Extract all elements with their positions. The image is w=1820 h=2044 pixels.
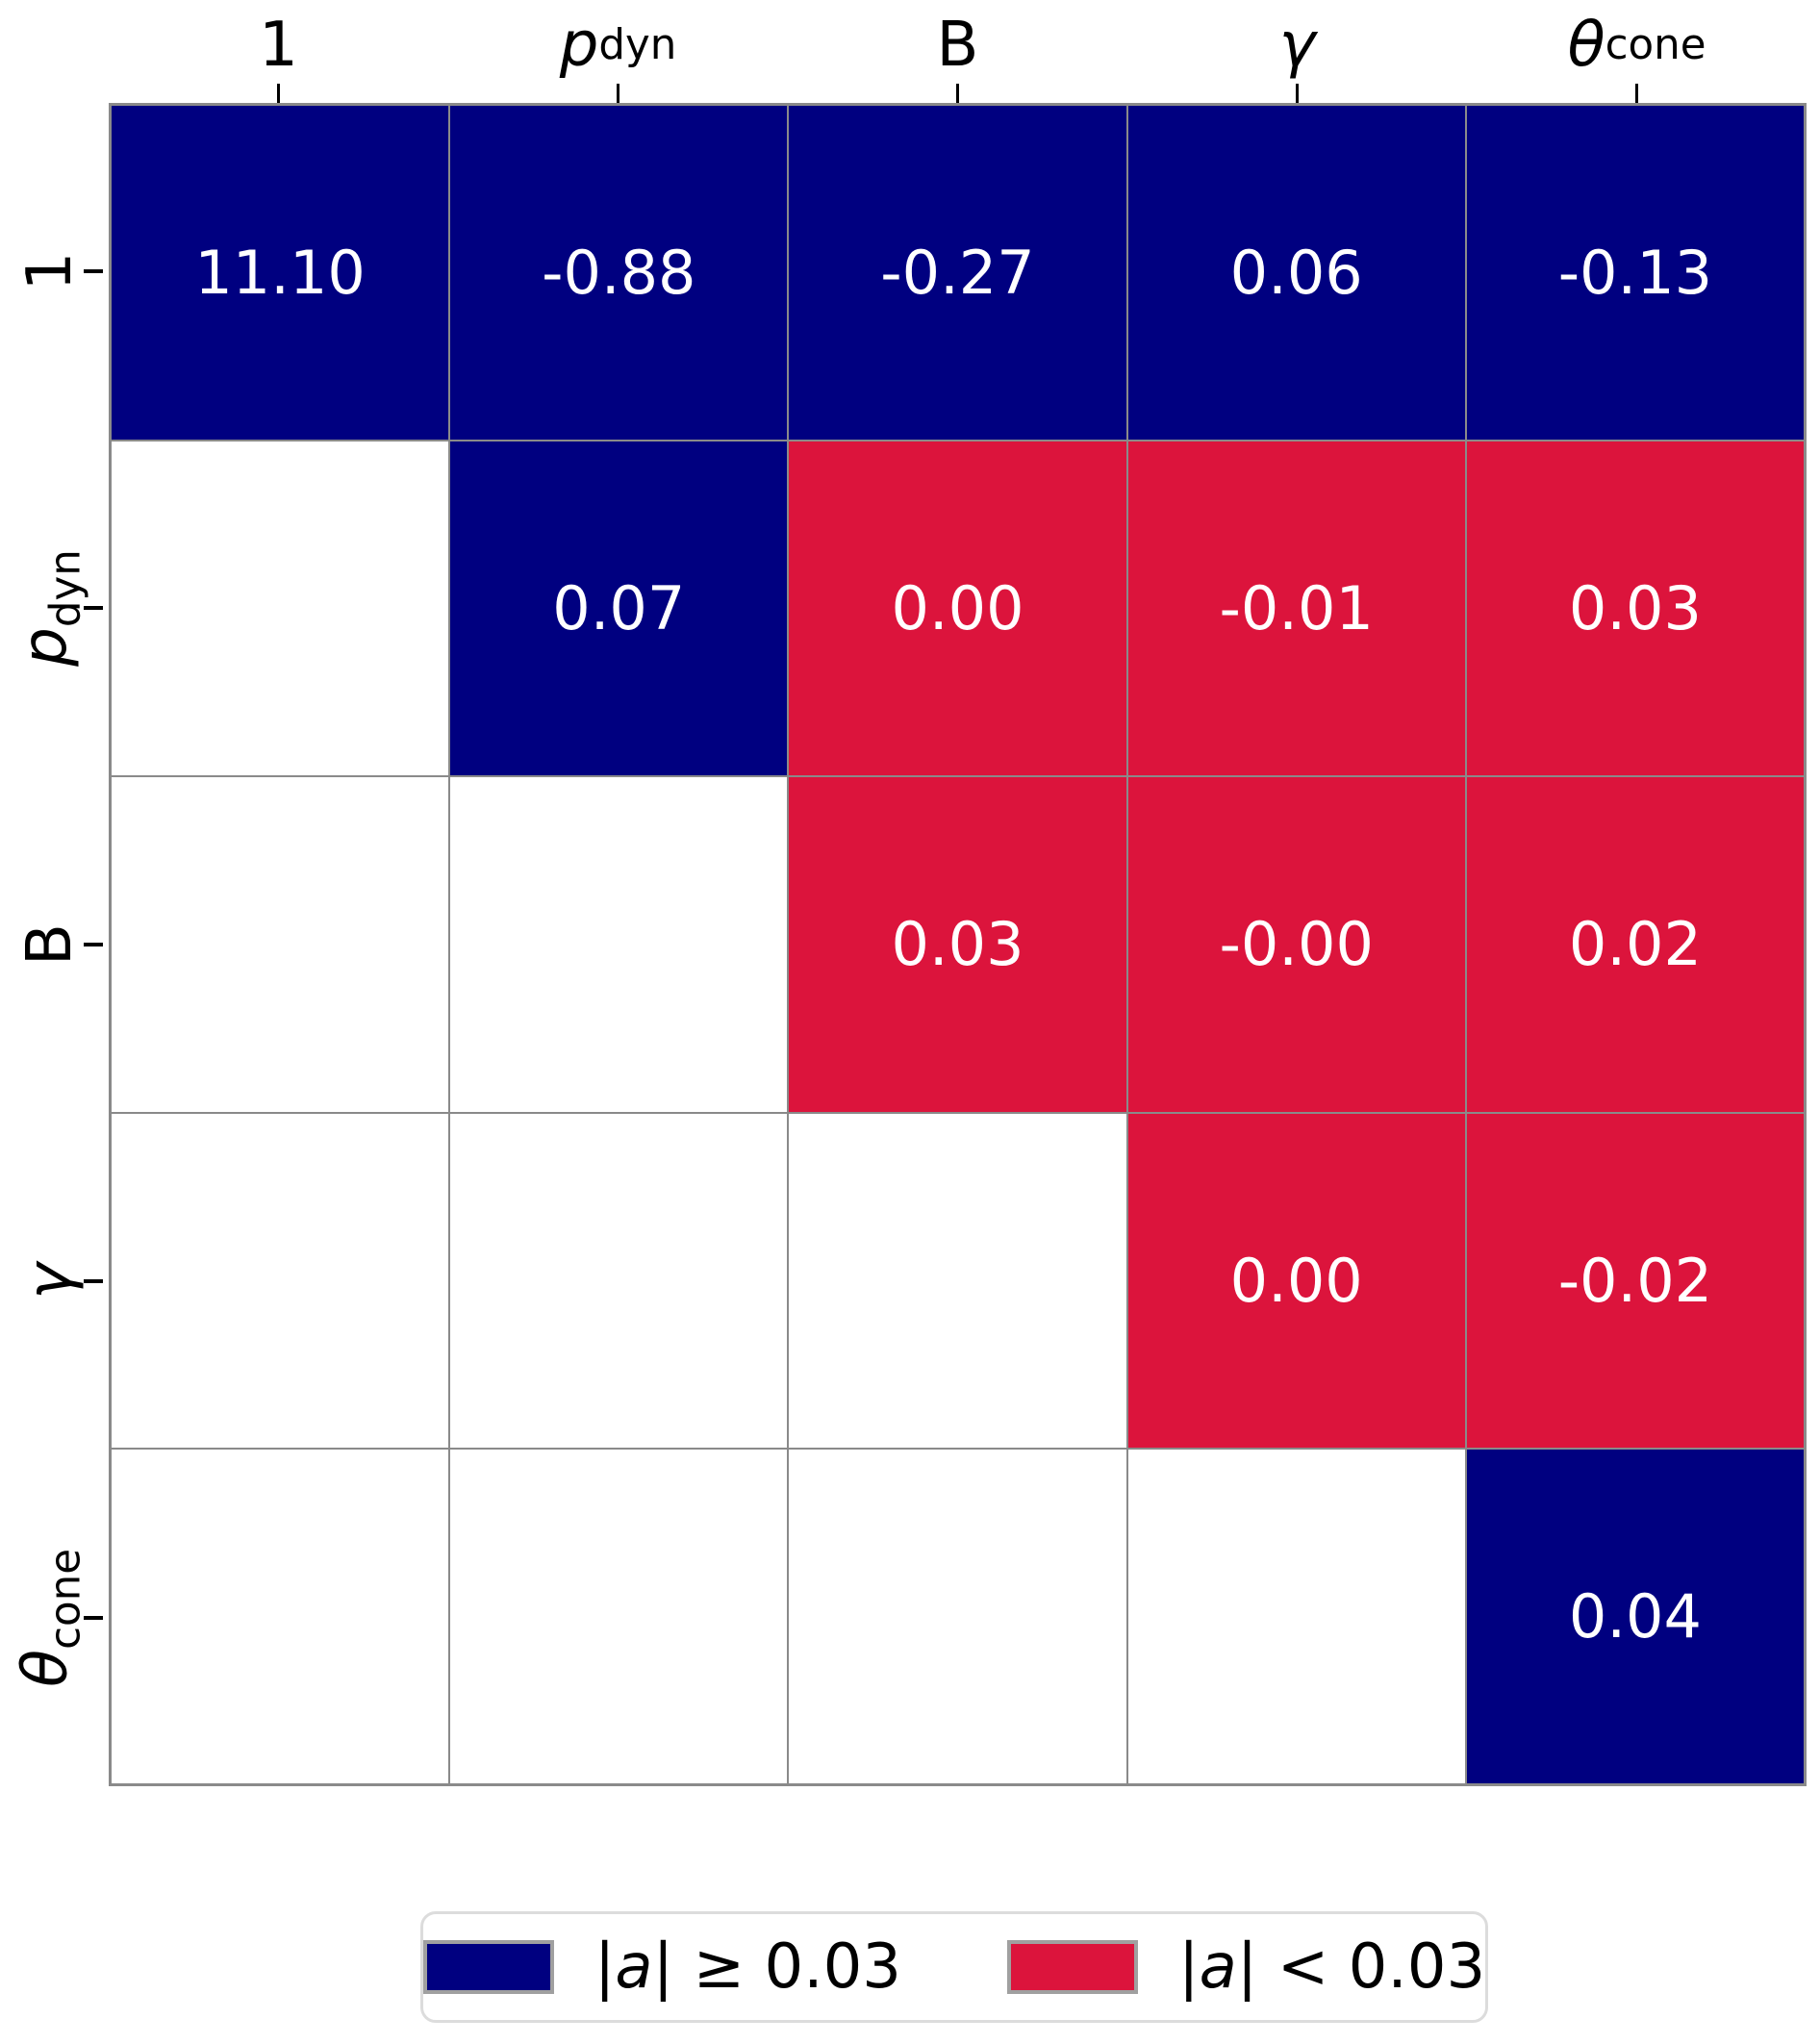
x-axis-tick	[276, 84, 281, 103]
y-axis-tick	[84, 1279, 103, 1283]
heatmap-cell-p_dyn-theta_cone: 0.03	[1465, 441, 1805, 777]
row-label-p_dyn: pdyn	[10, 549, 90, 667]
y-axis-tick	[84, 269, 103, 273]
row-label-theta_cone: θcone	[10, 1548, 90, 1688]
legend: |a| ≥ 0.03 |a| < 0.03	[420, 1911, 1488, 2023]
cell-value: -0.88	[542, 238, 696, 309]
heatmap-cell-1-p_dyn: -0.88	[449, 105, 789, 442]
heatmap-cell-B-theta_cone: 0.02	[1465, 776, 1805, 1113]
row-label-B: B	[14, 923, 86, 966]
heatmap-cell-empty	[111, 1112, 450, 1449]
heatmap-cell-B-B: 0.03	[788, 776, 1127, 1113]
heatmap-cell-empty	[449, 776, 789, 1113]
cell-value: -0.13	[1557, 238, 1713, 309]
cell-value: 0.04	[1568, 1580, 1702, 1652]
heatmap-grid: 11.10 -0.88 -0.27 0.06 -0.13 0.07 0.00 -0.01 0.0…	[109, 103, 1807, 1786]
cell-value: 0.02	[1568, 909, 1702, 980]
cell-value: -0.27	[880, 238, 1035, 309]
heatmap-cell-empty	[111, 776, 450, 1113]
heatmap-cell-1-1: 11.10	[111, 105, 450, 442]
y-axis-tick	[84, 606, 103, 610]
cell-value: 11.10	[194, 238, 366, 309]
heatmap-cell-empty	[1126, 1448, 1466, 1784]
heatmap-cell-empty	[788, 1448, 1127, 1784]
heatmap-cell-p_dyn-B: 0.00	[788, 441, 1127, 777]
heatmap-cell-empty	[449, 1448, 789, 1784]
heatmap-cell-gamma-theta_cone: -0.02	[1465, 1112, 1805, 1449]
legend-entry-lt: |a| < 0.03	[1007, 1931, 1485, 2003]
legend-swatch-lt-icon	[1007, 1940, 1138, 1994]
cell-value: -0.02	[1557, 1245, 1713, 1316]
cell-value: 0.06	[1229, 238, 1363, 309]
legend-swatch-ge-icon	[422, 1940, 554, 1994]
row-label-gamma: γ	[14, 1263, 86, 1300]
heatmap-cell-empty	[449, 1112, 789, 1449]
cell-value: 0.07	[552, 573, 686, 644]
legend-label-ge: |a| ≥ 0.03	[594, 1931, 901, 2003]
column-label-B: B	[936, 10, 979, 81]
cell-value: -0.01	[1219, 573, 1374, 644]
y-axis-tick	[84, 1616, 103, 1620]
cell-value: 0.03	[1568, 573, 1702, 644]
cell-value: 0.00	[1229, 1245, 1363, 1316]
heatmap-cell-empty	[788, 1112, 1127, 1449]
x-axis-tick	[955, 84, 960, 103]
heatmap-cell-B-gamma: -0.00	[1126, 776, 1466, 1113]
cell-value: 0.03	[891, 909, 1024, 980]
x-axis-tick	[616, 84, 620, 103]
heatmap-cell-p_dyn-p_dyn: 0.07	[449, 441, 789, 777]
heatmap-cell-empty	[111, 441, 450, 777]
heatmap-cell-1-B: -0.27	[788, 105, 1127, 442]
cell-value: -0.00	[1219, 909, 1374, 980]
heatmap-cell-1-gamma: 0.06	[1126, 105, 1466, 442]
column-label-gamma: γ	[1278, 10, 1316, 81]
heatmap-cell-p_dyn-gamma: -0.01	[1126, 441, 1466, 777]
y-axis-tick	[84, 943, 103, 946]
heatmap-cell-theta_cone-theta_cone: 0.04	[1465, 1448, 1805, 1784]
column-label-theta_cone: θ cone	[1567, 10, 1706, 81]
cell-value: 0.00	[891, 573, 1024, 644]
row-label-1: 1	[14, 251, 86, 291]
heatmap-cell-empty	[111, 1448, 450, 1784]
column-label-1: 1	[259, 10, 298, 81]
x-axis-tick	[1634, 84, 1639, 103]
legend-entry-ge: |a| ≥ 0.03	[422, 1931, 901, 2003]
legend-label-lt: |a| < 0.03	[1178, 1931, 1486, 2003]
column-label-p_dyn: p dyn	[559, 10, 677, 81]
x-axis-tick	[1295, 84, 1300, 103]
heatmap-cell-gamma-gamma: 0.00	[1126, 1112, 1466, 1449]
heatmap-cell-1-theta_cone: -0.13	[1465, 105, 1805, 442]
